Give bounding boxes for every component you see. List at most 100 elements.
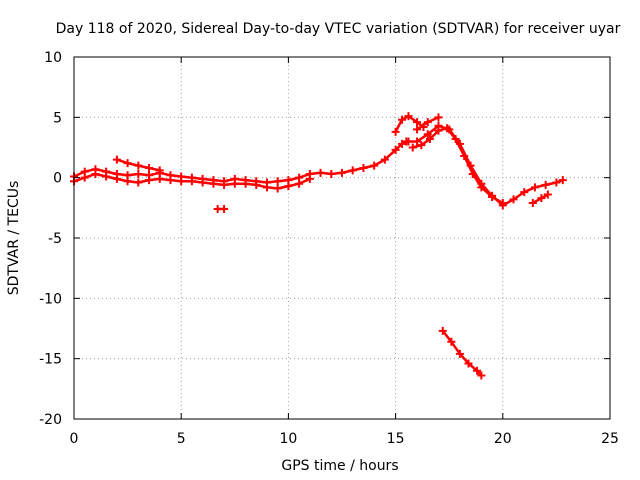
y-tick-label: -10 [39,291,62,307]
data-point [473,366,482,375]
data-point [434,113,443,122]
series-track-evening-upper [112,155,164,175]
data-point [391,145,400,154]
data-point [543,190,552,199]
data-point [273,177,282,186]
data-point [498,199,507,208]
data-point [220,205,229,214]
data-point [145,176,154,185]
x-tick-label: 5 [177,431,186,447]
data-point [262,183,271,192]
x-tick-label: 20 [494,431,512,447]
data-point [425,135,434,144]
data-point [80,173,89,182]
data-point [295,179,304,188]
data-point [413,118,422,127]
data-point [468,170,477,179]
series-track-late [528,190,552,208]
data-point [541,180,550,189]
data-point [380,155,389,164]
data-point [552,178,561,187]
data-point [520,188,529,197]
data-point [284,182,293,191]
y-tick-label: 10 [44,50,62,66]
data-point [91,170,100,179]
x-tick-label: 10 [279,431,297,447]
data-point [241,179,250,188]
data-point [187,177,196,186]
data-point [558,176,567,185]
data-point [447,337,456,346]
data-point [252,180,261,189]
data-point [348,166,357,175]
data-point [451,135,460,144]
data-points [70,112,567,380]
data-point [209,179,218,188]
data-point [220,180,229,189]
data-point [398,139,407,148]
data-point [413,137,422,146]
data-point [398,115,407,124]
data-point [166,176,175,185]
data-point [134,161,143,170]
data-point [123,159,132,168]
series-track-low [438,326,486,380]
data-point [155,166,164,175]
series-track-peak-c [408,124,507,208]
data-point [112,174,121,183]
data-point [455,349,464,358]
data-point [155,174,164,183]
data-point [417,141,426,150]
axis-ticks [73,56,611,420]
y-axis-label: SDTVAR / TECUs [6,181,22,296]
grid [74,57,610,419]
data-point [134,170,143,179]
data-point [408,143,417,152]
data-point [460,151,469,160]
series-line [405,124,565,207]
series-track-peak-d [413,113,443,134]
data-point [423,118,432,127]
data-point [477,183,486,192]
data-point [537,194,546,203]
data-point [370,161,379,170]
data-point [438,326,447,335]
y-tick-label: -20 [39,412,62,428]
data-point [112,155,121,164]
data-point [404,112,413,121]
data-point [230,179,239,188]
data-point [434,126,443,135]
x-tick-labels: 0 5 10 15 20 25 [70,431,619,447]
data-point [359,164,368,173]
data-point [413,125,422,134]
data-point [305,174,314,183]
data-point [198,178,207,187]
x-tick-label: 15 [387,431,405,447]
series-track-isolated [213,205,229,214]
data-point [273,184,282,193]
data-point [488,192,497,201]
data-point [102,172,111,181]
data-point [316,168,325,177]
data-point [509,195,518,204]
x-tick-label: 25 [601,431,619,447]
data-point [443,124,452,133]
series-track-main-b [70,170,314,193]
data-point [423,130,432,139]
series-track-peak-b [402,121,567,210]
data-point [145,164,154,173]
y-tick-labels: -20 -15 -10 -5 0 5 10 [39,50,62,428]
data-point [123,177,132,186]
y-tick-label: 5 [53,110,62,126]
data-point [177,177,186,186]
data-point [327,170,336,179]
chart-title: Day 118 of 2020, Sidereal Day-to-day VTE… [56,21,621,37]
data-point [134,178,143,187]
data-point [402,137,411,146]
x-tick-label: 0 [70,431,79,447]
data-point [528,199,537,208]
data-point [464,359,473,368]
data-point [391,127,400,136]
